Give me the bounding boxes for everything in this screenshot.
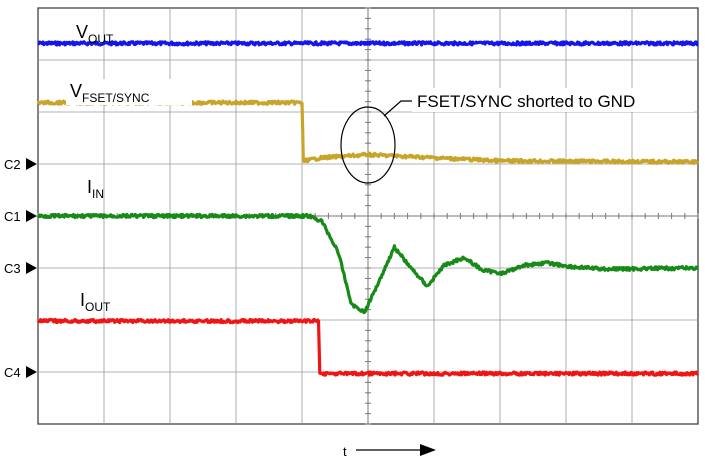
trace-label-sub: IN (92, 187, 104, 201)
annotation-leader (383, 100, 412, 117)
label-bg (66, 79, 192, 105)
annotation-ellipse (340, 106, 396, 184)
channel-marker-arrow (26, 262, 37, 274)
channel-marker-label: C2 (4, 157, 21, 172)
trace-3 (36, 317, 700, 377)
channel-marker-label: C3 (4, 261, 21, 276)
channel-marker-label: C1 (4, 209, 21, 224)
x-axis-label: t (343, 444, 347, 457)
trace-label-sub: FSET/SYNC (82, 91, 150, 105)
channel-marker-arrow (26, 366, 37, 378)
trace-2 (36, 212, 700, 315)
channel-markers: C1 C2 C3 C4 (4, 157, 37, 380)
time-arrow-head (420, 444, 436, 456)
channel-marker-label: C4 (4, 365, 21, 380)
channel-marker-arrow (26, 158, 37, 170)
traces (36, 40, 700, 377)
trace-label-sub: OUT (85, 300, 111, 314)
trace-0 (37, 40, 699, 47)
trace-label-sub: OUT (88, 32, 114, 46)
channel-marker-arrow (26, 210, 37, 222)
annotation-text: FSET/SYNC shorted to GND (417, 92, 635, 111)
annotation-bg (412, 88, 694, 112)
